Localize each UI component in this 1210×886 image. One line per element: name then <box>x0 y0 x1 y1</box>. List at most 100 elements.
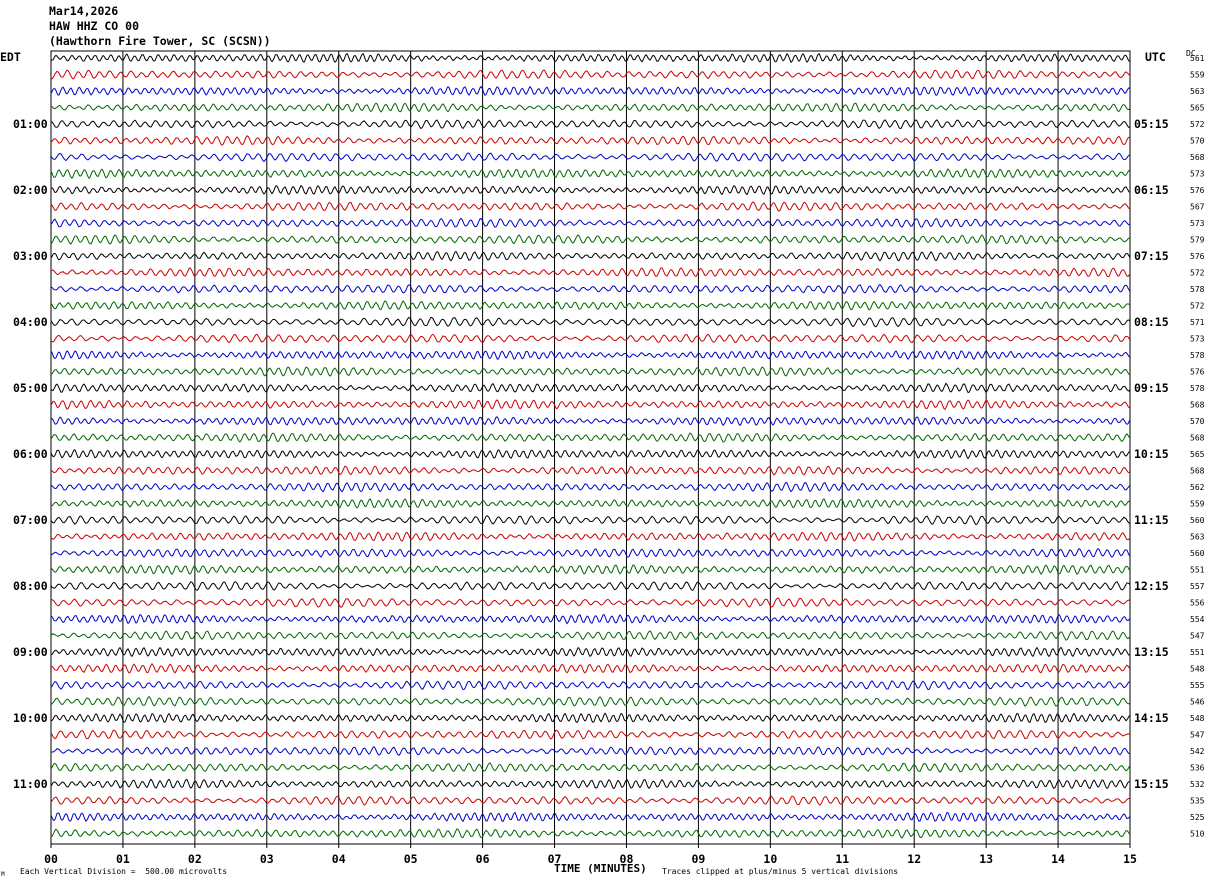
trace-line <box>50 152 1131 163</box>
trace-line <box>50 432 1131 443</box>
dc-offset-label: 570 <box>1190 417 1205 426</box>
trace-line <box>50 515 1131 525</box>
dc-offset-label: 560 <box>1190 516 1205 525</box>
left-hour-label: 10:00 <box>13 711 48 725</box>
trace-line <box>50 597 1131 608</box>
left-hour-label: 03:00 <box>13 249 48 263</box>
trace-line <box>50 646 1131 658</box>
corner-mark: M <box>1 871 5 878</box>
left-timezone-label: EDT <box>0 50 21 64</box>
right-hour-label: 06:15 <box>1134 183 1169 197</box>
trace-line <box>50 630 1131 641</box>
trace-line <box>50 662 1131 674</box>
dc-offset-label: 554 <box>1190 615 1205 624</box>
dc-offset-label: 560 <box>1190 549 1205 558</box>
dc-offset-label: 557 <box>1190 582 1205 591</box>
dc-offset-label: 510 <box>1190 830 1205 839</box>
right-hour-label: 15:15 <box>1134 777 1169 791</box>
dc-offset-label: 578 <box>1190 285 1205 294</box>
trace-line <box>50 102 1131 113</box>
x-tick-label: 13 <box>979 852 993 866</box>
trace-line <box>50 581 1131 591</box>
trace-line <box>50 300 1131 311</box>
left-hour-label: 09:00 <box>13 645 48 659</box>
dc-offset-label: 536 <box>1190 764 1205 773</box>
trace-line <box>50 52 1131 64</box>
x-tick-label: 09 <box>691 852 705 866</box>
trace-line <box>50 201 1131 212</box>
trace-line <box>50 283 1131 295</box>
dc-offset-label: 576 <box>1190 186 1205 195</box>
x-tick-label: 03 <box>260 852 274 866</box>
trace-line <box>50 416 1131 427</box>
right-hour-label: 14:15 <box>1134 711 1169 725</box>
trace-line <box>50 366 1131 377</box>
dc-offset-label: 548 <box>1190 665 1205 674</box>
dc-header-label: DC <box>1186 49 1196 58</box>
left-hour-label: 04:00 <box>13 315 48 329</box>
trace-line <box>50 184 1131 196</box>
x-tick-label: 15 <box>1123 852 1137 866</box>
left-hour-label: 08:00 <box>13 579 48 593</box>
dc-offset-label: 576 <box>1190 368 1205 377</box>
trace-line <box>50 695 1131 708</box>
dc-offset-label: 573 <box>1190 335 1205 344</box>
dc-offset-label: 563 <box>1190 533 1205 542</box>
x-tick-label: 11 <box>835 852 849 866</box>
plot-frame <box>50 50 1131 845</box>
x-tick-label: 14 <box>1051 852 1065 866</box>
dc-offset-label: 567 <box>1190 203 1205 212</box>
dc-offset-label: 573 <box>1190 219 1205 228</box>
right-hour-label: 09:15 <box>1134 381 1169 395</box>
trace-line <box>50 746 1131 756</box>
trace-line <box>50 119 1131 130</box>
dc-offset-label: 568 <box>1190 434 1205 443</box>
trace-line <box>50 613 1131 625</box>
trace-line <box>50 250 1131 262</box>
trace-line <box>50 531 1131 542</box>
x-tick-label: 02 <box>188 852 202 866</box>
x-tick-label: 04 <box>332 852 346 866</box>
right-hour-label: 08:15 <box>1134 315 1169 329</box>
dc-offset-label: 563 <box>1190 87 1205 96</box>
dc-offset-label: 572 <box>1190 120 1205 129</box>
right-hour-label: 07:15 <box>1134 249 1169 263</box>
dc-offset-label: 525 <box>1190 813 1205 822</box>
trace-line <box>50 168 1131 179</box>
x-tick-label: 12 <box>907 852 921 866</box>
dc-offset-label: 571 <box>1190 318 1205 327</box>
trace-line <box>50 498 1131 509</box>
dc-offset-label: 565 <box>1190 450 1205 459</box>
dc-offset-label: 565 <box>1190 104 1205 113</box>
station-label: (Hawthorn Fire Tower, SC (SCSN)) <box>49 34 271 48</box>
trace-line <box>50 333 1131 344</box>
dc-offset-label: 578 <box>1190 384 1205 393</box>
trace-line <box>50 712 1131 724</box>
dc-offset-label: 579 <box>1190 236 1205 245</box>
x-tick-label: 07 <box>548 852 562 866</box>
trace-line <box>50 217 1131 228</box>
trace-line <box>50 811 1131 823</box>
x-tick-label: 06 <box>476 852 490 866</box>
dc-offset-label: 562 <box>1190 483 1205 492</box>
dc-offset-label: 573 <box>1190 170 1205 179</box>
dc-offset-label: 561 <box>1190 54 1205 63</box>
channel-label: HAW HHZ CO 00 <box>49 19 140 33</box>
dc-offset-label: 556 <box>1190 599 1205 608</box>
x-tick-label: 01 <box>116 852 130 866</box>
trace-line <box>50 564 1131 576</box>
right-hour-label: 05:15 <box>1134 117 1169 131</box>
trace-line <box>50 548 1131 558</box>
dc-offset-label: 547 <box>1190 632 1205 641</box>
dc-offset-label: 555 <box>1190 681 1205 690</box>
dc-offset-label: 551 <box>1190 566 1205 575</box>
dc-offset-label: 568 <box>1190 153 1205 162</box>
dc-offset-label: 572 <box>1190 269 1205 278</box>
trace-line <box>50 729 1131 740</box>
trace-line <box>50 135 1131 146</box>
trace-line <box>50 350 1131 361</box>
left-hour-label: 06:00 <box>13 447 48 461</box>
trace-line <box>50 448 1131 460</box>
date-label: Mar14,2026 <box>49 4 119 18</box>
